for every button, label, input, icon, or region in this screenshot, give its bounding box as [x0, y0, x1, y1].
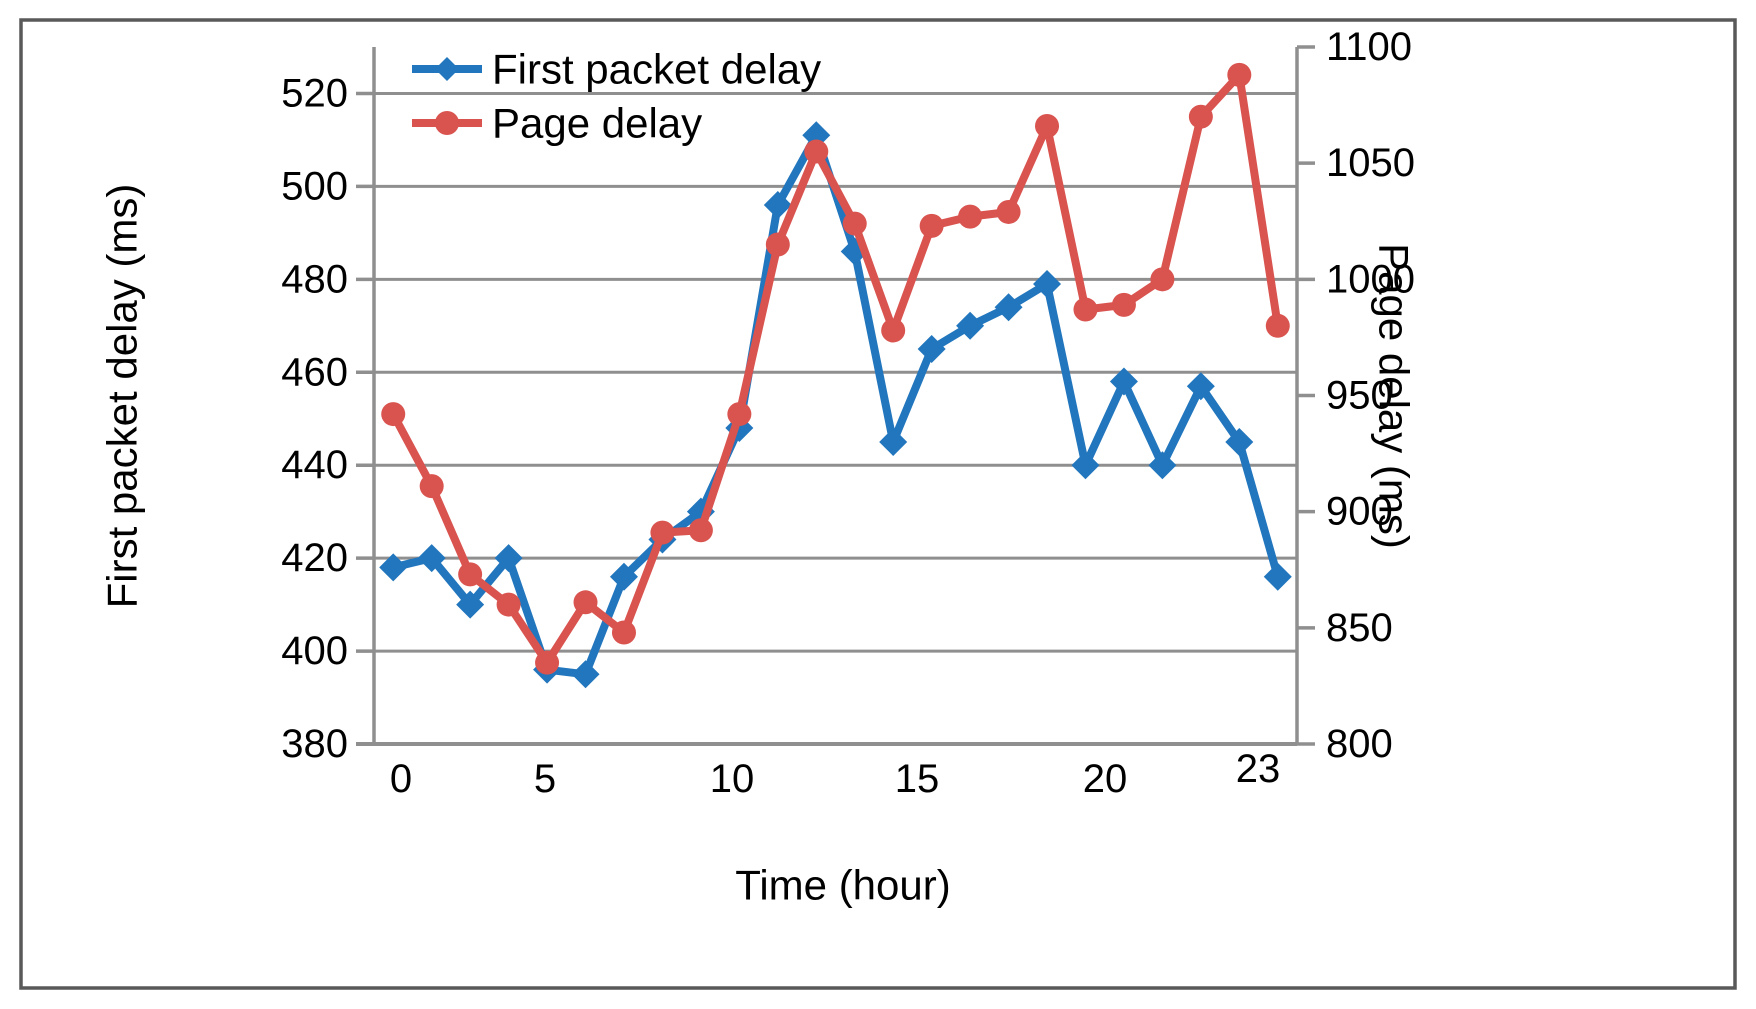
- data-point-marker: [1111, 292, 1136, 317]
- x-axis-tick-label: 0: [390, 757, 412, 801]
- x-axis-tick-label: 23: [1236, 747, 1281, 791]
- data-point-marker: [458, 562, 483, 587]
- legend-circle-icon: [435, 111, 459, 135]
- left-axis-tick-label: 460: [281, 350, 348, 394]
- figure-border: [19, 18, 1737, 990]
- data-point-marker: [379, 553, 408, 582]
- data-point-marker: [956, 311, 985, 340]
- right-axis-title: Page delay (ms): [1371, 243, 1418, 549]
- left-axis-tick-label: 480: [281, 257, 348, 301]
- y-tick-labels-group: 380 400 420 440 460 480 500 520 800 850 900 950 1000…: [281, 25, 1415, 766]
- data-point-marker: [1033, 269, 1062, 298]
- right-axis-tick-label: 950: [1326, 374, 1393, 418]
- legend-diamond-icon: [435, 57, 459, 81]
- left-axis-title: First packet delay (ms): [99, 184, 146, 609]
- data-point-marker: [419, 474, 444, 499]
- data-point-marker: [765, 232, 790, 257]
- data-point-marker: [996, 199, 1021, 224]
- left-axis-tick-label: 500: [281, 164, 348, 208]
- data-point-marker: [727, 402, 752, 427]
- data-point-marker: [571, 660, 600, 689]
- data-point-marker: [1188, 104, 1213, 129]
- right-axis-tick-label: 900: [1326, 490, 1393, 534]
- data-point-marker: [381, 402, 406, 427]
- x-axis-tick-label: 10: [710, 757, 755, 801]
- right-axis-tick-label: 1100: [1326, 25, 1412, 69]
- data-point-marker: [1109, 367, 1138, 396]
- x-axis-tick-label: 15: [895, 757, 940, 801]
- data-point-marker: [917, 335, 946, 364]
- data-point-marker: [609, 562, 638, 591]
- data-point-marker: [1263, 562, 1292, 591]
- data-point-marker: [1073, 297, 1098, 322]
- right-axis-tick-label: 850: [1326, 606, 1393, 650]
- right-axis-tick-label: 1000: [1326, 257, 1415, 301]
- series-group: [379, 62, 1292, 689]
- data-point-marker: [1186, 372, 1215, 401]
- left-axis-tick-label: 400: [281, 629, 348, 673]
- data-point-marker: [1265, 313, 1290, 338]
- right-axis-tick-label: 800: [1326, 722, 1393, 766]
- data-point-marker: [650, 520, 675, 545]
- x-tick-labels-group: 0 5 10 15 20 23: [390, 747, 1280, 801]
- y-ticks-group: [356, 45, 1315, 746]
- data-point-marker: [1225, 427, 1254, 456]
- data-point-marker: [1071, 451, 1100, 480]
- data-point-marker: [1035, 113, 1060, 138]
- data-point-marker: [417, 544, 446, 573]
- data-point-marker: [611, 620, 636, 645]
- legend: First packet delay Page delay: [412, 46, 821, 147]
- x-axis-tick-label: 5: [534, 757, 556, 801]
- series-page-delay: [381, 62, 1290, 675]
- data-point-marker: [1227, 62, 1252, 87]
- data-point-marker: [1150, 267, 1175, 292]
- data-point-marker: [994, 293, 1023, 322]
- data-point-marker: [494, 544, 523, 573]
- data-point-marker: [1148, 451, 1177, 480]
- data-point-marker: [958, 204, 983, 229]
- data-point-marker: [496, 592, 521, 617]
- left-axis-tick-label: 520: [281, 71, 348, 115]
- data-point-marker: [919, 213, 944, 238]
- x-axis-title: Time (hour): [735, 862, 950, 909]
- left-axis-tick-label: 440: [281, 443, 348, 487]
- data-point-marker: [456, 590, 485, 619]
- legend-label-page-delay: Page delay: [492, 100, 702, 147]
- legend-item-first-packet-delay: First packet delay: [412, 46, 821, 93]
- data-point-marker: [573, 590, 598, 615]
- data-point-marker: [763, 190, 792, 219]
- left-axis-tick-label: 380: [281, 722, 348, 766]
- data-point-marker: [535, 650, 560, 675]
- legend-item-page-delay: Page delay: [412, 100, 702, 147]
- right-axis-tick-label: 1050: [1326, 141, 1415, 185]
- left-axis-tick-label: 420: [281, 536, 348, 580]
- data-point-marker: [688, 518, 713, 543]
- data-point-marker: [881, 318, 906, 343]
- legend-label-first-packet-delay: First packet delay: [492, 46, 821, 93]
- x-axis-tick-label: 20: [1083, 757, 1128, 801]
- data-point-marker: [804, 139, 829, 164]
- data-point-marker: [879, 427, 908, 456]
- data-point-marker: [842, 211, 867, 236]
